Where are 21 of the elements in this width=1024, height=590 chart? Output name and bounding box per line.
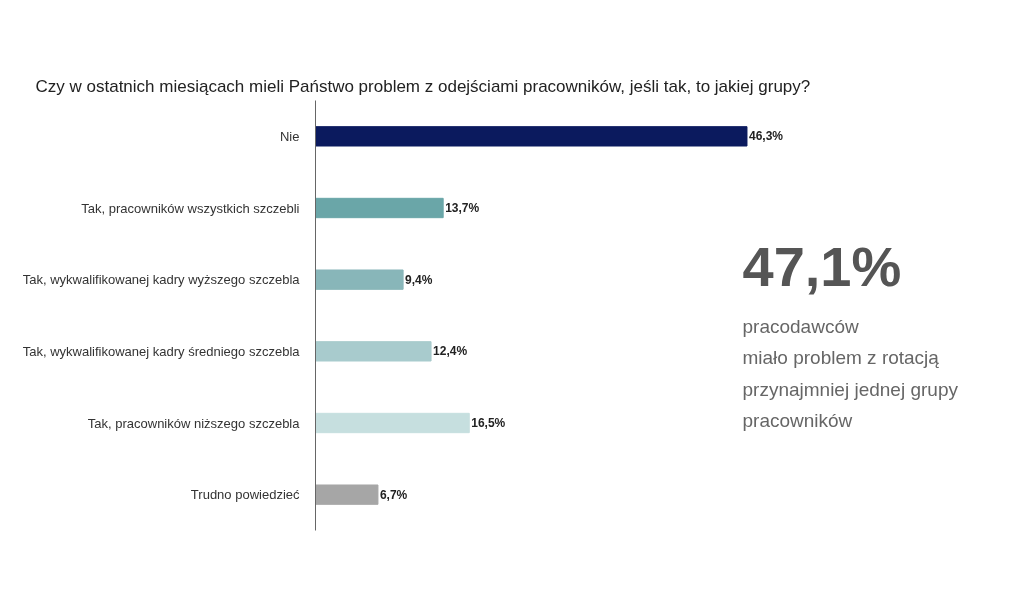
data-label: 9,4%	[405, 272, 433, 287]
bar	[315, 412, 470, 434]
bar	[315, 341, 432, 362]
annotation: pracodawców miało problem z rotacją przynajmniej jednej grupy pracowników	[742, 315, 959, 431]
chart-title: Czy w ostatnich miesiącach mieli Państwo problem z odejściami pracowników, jeśli tak, to jakiej grupy?	[35, 76, 811, 96]
y-tick-label: Tak, pracowników wszystkich szczebli	[81, 200, 300, 216]
bar	[315, 269, 404, 290]
y-tick-label: Tak, wykwalifikowanej kadry średniego szczebla	[22, 343, 301, 359]
bar	[315, 197, 444, 219]
data-label: 12,4%	[433, 344, 468, 359]
data-label: 16,5%	[471, 416, 506, 430]
y-tick-label: Tak, pracowników niższego szczebla	[87, 415, 301, 431]
bar	[315, 126, 748, 147]
data-label: 13,7%	[445, 201, 480, 215]
bar	[315, 484, 379, 505]
y-tick-label: Trudno powiedzieć	[190, 487, 300, 503]
y-tick-label: Tak, wykwalifikowanej kadry wyższego szczebla	[22, 272, 301, 288]
data-label: 46,3%	[748, 129, 784, 144]
data-label: 6,7%	[379, 487, 408, 502]
y-tick-label: Nie	[279, 128, 300, 144]
annotation: 47,1%	[742, 234, 902, 298]
